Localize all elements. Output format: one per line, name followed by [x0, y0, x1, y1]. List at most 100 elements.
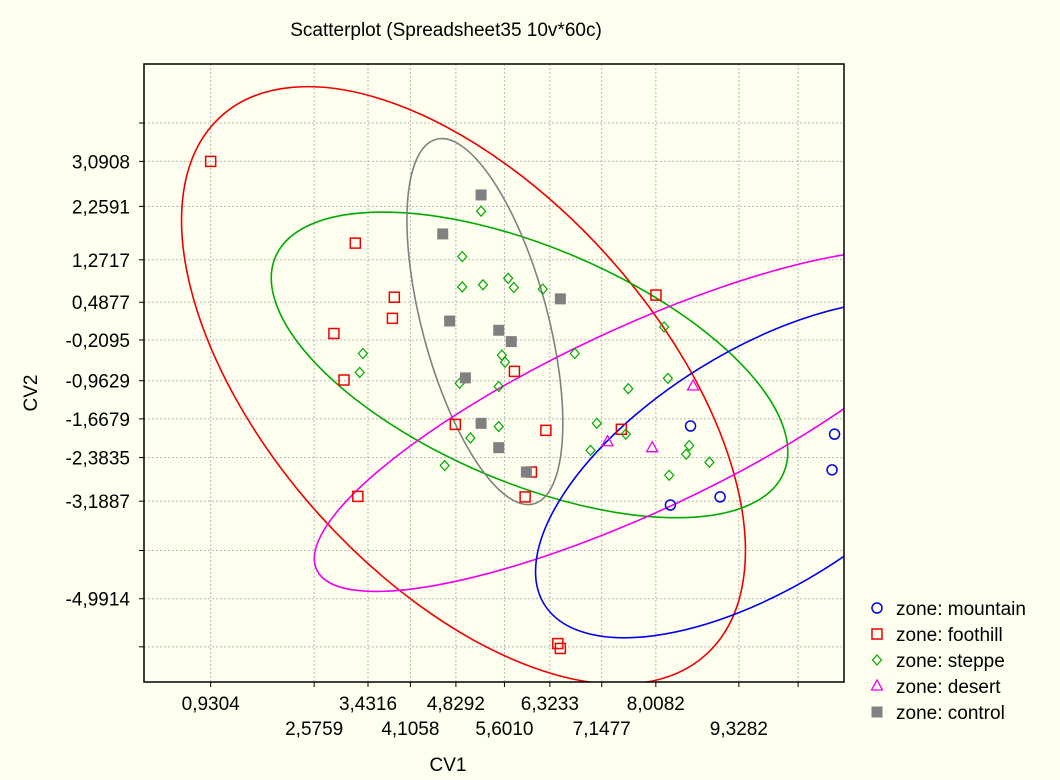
data-point: [456, 250, 468, 263]
x-axis-label: CV1: [430, 755, 467, 776]
data-point: [537, 283, 549, 296]
data-point: [449, 418, 462, 431]
data-point: [658, 321, 670, 333]
data-point: [663, 469, 675, 482]
data-point: [338, 374, 350, 386]
y-tick-label: -0,9629: [66, 372, 130, 393]
y-tick-label: 3,0908: [72, 152, 130, 173]
data-points: [204, 155, 841, 655]
data-point: [508, 365, 521, 378]
confidence-ellipse: [534, 300, 844, 639]
legend-label: zone: control: [896, 703, 1005, 724]
legend-label: zone: desert: [896, 677, 1001, 698]
legend-label: zone: foothill: [896, 625, 1003, 646]
data-point: [386, 312, 399, 325]
data-point: [459, 372, 471, 384]
legend-item: zone: desert: [870, 677, 1001, 698]
x-tick-label: 9,3282: [710, 719, 768, 740]
plot-frame: [143, 63, 845, 683]
x-tick-label: 8,0082: [627, 694, 685, 715]
data-point: [499, 356, 511, 369]
legend-marker: [870, 678, 884, 691]
data-point: [704, 456, 715, 469]
data-point: [493, 442, 505, 454]
confidence-ellipse: [270, 211, 789, 519]
data-point: [465, 432, 476, 444]
data-point: [645, 440, 659, 453]
y-tick-label: 1,2717: [72, 251, 130, 272]
data-point: [505, 336, 517, 348]
data-point: [585, 444, 596, 457]
data-point: [662, 372, 674, 385]
legend-marker: [871, 628, 883, 640]
x-tick-label: 7,1477: [573, 719, 631, 740]
y-tick-label: -0,2095: [66, 331, 130, 352]
legend-marker: [871, 654, 883, 666]
y-tick-label: -2,3835: [66, 449, 130, 470]
y-tick-label: 0,4877: [72, 293, 130, 314]
data-point: [493, 380, 505, 393]
data-point: [828, 428, 841, 440]
data-point: [437, 228, 449, 240]
data-point: [569, 347, 581, 360]
x-tick-label: 0,9304: [182, 694, 241, 715]
data-point: [650, 289, 662, 301]
legend-item: zone: foothill: [871, 625, 1003, 646]
data-point: [520, 466, 532, 478]
legend-item: zone: control: [871, 703, 1005, 724]
data-point: [475, 417, 487, 429]
data-point: [349, 237, 362, 249]
y-tick-label: -4,9914: [66, 590, 131, 611]
data-point: [475, 189, 487, 201]
data-point: [328, 327, 340, 340]
data-point: [540, 424, 552, 437]
data-point: [477, 278, 489, 291]
legend-item: zone: mountain: [871, 599, 1026, 620]
legend-label: zone: steppe: [896, 651, 1005, 672]
data-point: [475, 205, 487, 218]
confidence-ellipses: [180, 85, 844, 682]
data-point: [204, 155, 217, 168]
data-point: [352, 490, 364, 503]
data-point: [826, 464, 838, 476]
data-point: [683, 439, 695, 452]
data-point: [357, 347, 369, 360]
legend: zone: mountain zone: foothill zone: steppe…: [870, 599, 1026, 724]
legend-marker: [871, 706, 883, 718]
x-tick-label: 2,5759: [285, 719, 343, 740]
y-axis-label: CV2: [21, 375, 42, 412]
data-point: [686, 378, 700, 391]
legend-item: zone: steppe: [871, 651, 1005, 672]
x-axis-ticks: 0,9304 3,4316 4,8292 6,3233 8,0082 2,5759 4,10…: [182, 682, 799, 740]
data-point: [554, 642, 567, 655]
y-tick-label: 2,2591: [72, 197, 130, 218]
data-point: [622, 382, 634, 395]
y-axis-ticks: 3,0908 2,2591 1,2717 0,4877 -0,2095 -0,9629 -1…: [66, 122, 144, 648]
data-point: [519, 491, 531, 503]
data-point: [600, 434, 615, 447]
data-point: [354, 366, 366, 379]
y-tick-label: -1,6679: [66, 410, 130, 431]
data-point: [502, 272, 514, 285]
data-point: [620, 428, 632, 441]
x-tick-label: 6,3233: [521, 694, 579, 715]
grid-lines: [144, 64, 844, 682]
x-tick-label: 4,1058: [381, 719, 439, 740]
chart-title: Scatterplot (Spreadsheet35 10v*60c): [290, 20, 602, 41]
x-tick-label: 3,4316: [339, 694, 397, 715]
legend-label: zone: mountain: [896, 599, 1026, 620]
data-point: [591, 417, 603, 430]
data-point: [554, 293, 566, 305]
data-point: [496, 349, 508, 362]
data-point: [388, 291, 401, 303]
data-point: [493, 324, 505, 336]
data-point: [456, 281, 468, 293]
legend-marker: [871, 602, 883, 614]
data-point: [664, 499, 677, 511]
confidence-ellipse: [406, 137, 564, 506]
x-tick-label: 4,8292: [427, 694, 485, 715]
x-tick-label: 5,6010: [475, 719, 533, 740]
data-point: [439, 459, 450, 472]
data-point: [493, 420, 505, 433]
